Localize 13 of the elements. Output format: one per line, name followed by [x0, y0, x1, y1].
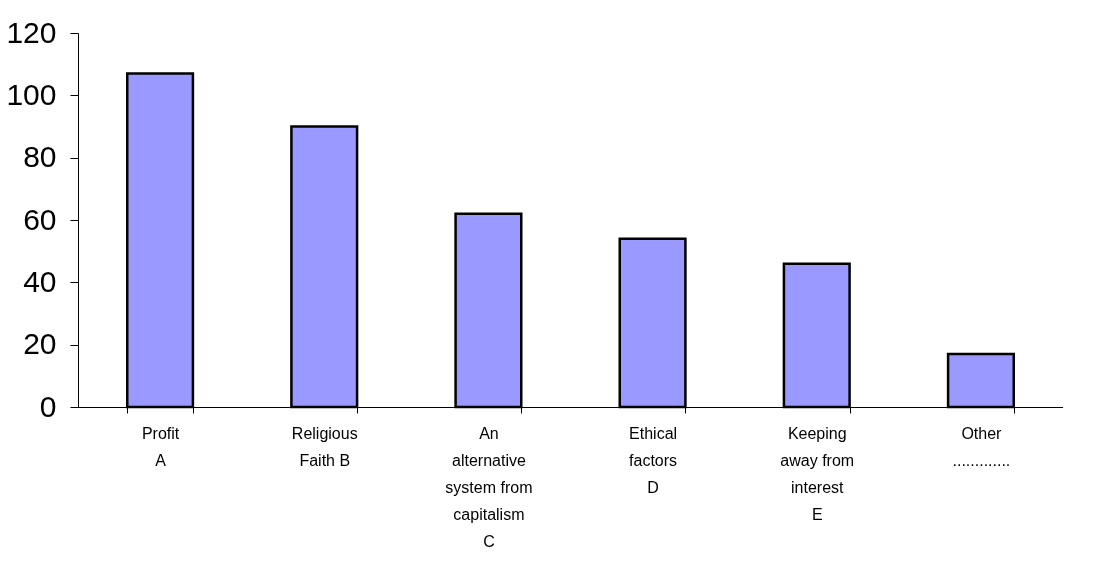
x-tick-label: Ethical factors D: [629, 424, 678, 496]
y-tick-label: 0: [39, 389, 57, 423]
x-tick-label: Profit A: [141, 424, 180, 469]
y-tick-label: 120: [6, 15, 57, 49]
y-tick-label: 60: [23, 202, 57, 236]
x-tick-label: Other .............: [952, 424, 1011, 469]
y-tick-label: 40: [23, 264, 57, 298]
x-tick-label: Keeping away from interest E: [780, 424, 855, 523]
x-tick-label: Religious Faith B: [291, 424, 358, 469]
y-tick-label: 80: [23, 140, 57, 174]
x-tick-label: An alternative system from capitalism C: [445, 424, 533, 550]
y-tick-label: 20: [23, 327, 57, 361]
y-tick-label: 100: [6, 77, 57, 111]
